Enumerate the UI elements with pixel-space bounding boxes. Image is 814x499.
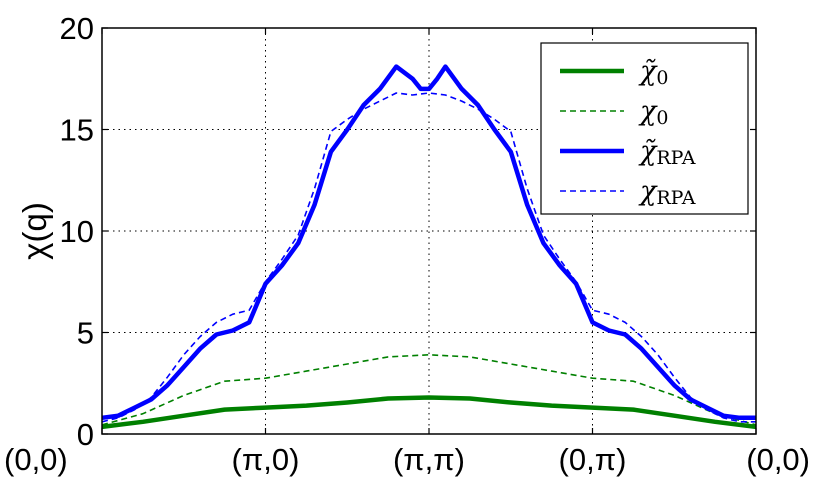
y-tick-label: 20 [60, 11, 94, 46]
series-line-3 [101, 64, 756, 421]
y-tick-label: 0 [77, 417, 94, 452]
y-tick-label: 10 [60, 214, 94, 249]
legend: χ̃0 χ0 χ̃RPA χRPA [540, 42, 749, 215]
x-tick-label: (π,π) [393, 442, 465, 477]
x-tick-label: (0,0) [4, 442, 68, 477]
series-layer [101, 64, 757, 430]
ticks: 0 5 10 15 20 (0,0) (π,0) (π,π) (0,π) (0,0) [4, 11, 810, 477]
x-tick-label: (π,0) [232, 442, 300, 477]
x-tick-label: (0,0) [746, 442, 810, 477]
y-axis-label: χ(q) [16, 202, 53, 260]
x-tick-label: (0,π) [559, 442, 627, 477]
legend-label-4: χRPA [638, 176, 696, 209]
y-tick-label: 15 [60, 113, 94, 148]
series-line-4 [101, 92, 756, 423]
legend-label-3: χ̃RPA [638, 136, 696, 169]
legend-label-1: χ̃0 [638, 56, 668, 89]
legend-label-2: χ0 [638, 96, 668, 129]
y-tick-label: 5 [77, 316, 94, 351]
series-line-1 [101, 395, 757, 430]
